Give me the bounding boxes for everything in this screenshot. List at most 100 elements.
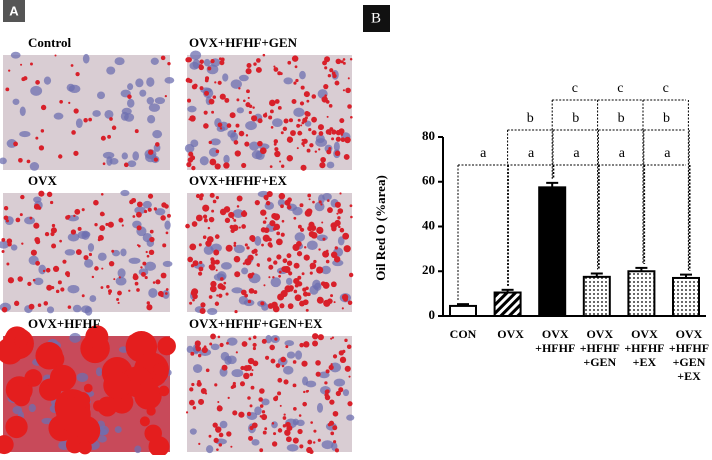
lipid xyxy=(252,342,257,348)
lipid xyxy=(3,206,9,211)
lipid xyxy=(296,251,303,257)
nucleus xyxy=(226,355,237,365)
lipid xyxy=(247,254,254,261)
lipid xyxy=(299,203,304,208)
nucleus xyxy=(127,160,137,168)
lipid xyxy=(274,337,278,341)
lipid xyxy=(21,77,26,82)
lipid xyxy=(160,215,166,221)
lipid xyxy=(320,203,323,206)
lipid xyxy=(192,260,199,267)
lipid xyxy=(344,338,348,343)
lipid xyxy=(189,399,195,406)
lipid xyxy=(146,254,150,258)
lipid xyxy=(272,227,277,231)
nucleus xyxy=(29,162,40,171)
lipid xyxy=(241,224,246,229)
lipid xyxy=(64,271,71,277)
lipid xyxy=(247,299,252,304)
nucleus xyxy=(232,209,244,218)
lipid xyxy=(281,364,285,368)
lipid xyxy=(336,212,339,215)
lipid xyxy=(238,226,241,229)
nucleus xyxy=(220,351,230,361)
lipid xyxy=(100,135,106,141)
lipid xyxy=(295,78,299,83)
x-tick-label: OVX +HFHF +EX xyxy=(624,327,664,369)
lipid xyxy=(209,285,217,293)
lipid xyxy=(299,300,305,307)
lipid xyxy=(198,271,203,276)
lipid xyxy=(193,83,198,89)
lipid xyxy=(108,260,115,267)
lipid xyxy=(331,226,337,232)
lipid xyxy=(198,398,205,405)
lipid xyxy=(197,353,202,358)
lipid xyxy=(294,294,302,302)
image-label: Control xyxy=(28,35,71,50)
lipid xyxy=(73,108,79,114)
x-tick-line: OVX xyxy=(542,327,569,341)
lipid xyxy=(297,281,303,287)
nucleus xyxy=(220,262,232,270)
nucleus xyxy=(190,139,199,148)
lipid xyxy=(232,217,235,220)
x-tick-line: +HFHF xyxy=(624,341,664,355)
lipid xyxy=(300,85,305,90)
nucleus xyxy=(38,264,47,275)
lipid xyxy=(330,281,337,288)
lipid xyxy=(277,71,282,76)
lipid xyxy=(1,249,5,254)
lipid xyxy=(236,195,243,202)
lipid xyxy=(232,381,236,386)
lipid xyxy=(217,335,221,339)
lipid xyxy=(297,130,303,136)
lipid xyxy=(144,424,162,443)
nucleus xyxy=(134,206,146,215)
lipid xyxy=(204,78,209,83)
lipid xyxy=(188,118,191,121)
lipid xyxy=(318,248,321,251)
lipid xyxy=(280,356,287,363)
lipid xyxy=(100,193,104,196)
lipid xyxy=(135,283,138,286)
lipid xyxy=(346,344,352,350)
lipid xyxy=(43,301,49,306)
lipid xyxy=(74,208,81,215)
y-axis-label: Oil Red O (%area) xyxy=(373,175,388,281)
lipid xyxy=(317,438,321,442)
lipid xyxy=(227,123,231,128)
lipid xyxy=(192,405,197,410)
image-label: OVX+HFHF+GEN+EX xyxy=(189,316,323,331)
lipid xyxy=(329,399,335,405)
lipid xyxy=(334,201,341,208)
lipid xyxy=(157,336,176,356)
lipid xyxy=(274,150,281,158)
lipid xyxy=(208,98,215,105)
lipid xyxy=(278,192,286,200)
lipid xyxy=(248,288,255,294)
lipid xyxy=(44,231,50,237)
lipid xyxy=(71,130,76,135)
lipid xyxy=(202,204,210,212)
lipid xyxy=(220,285,226,291)
panel-b-label: B xyxy=(371,10,381,26)
lipid xyxy=(331,137,335,141)
lipid xyxy=(102,162,106,166)
lipid xyxy=(136,244,140,247)
lipid xyxy=(33,222,40,229)
lipid xyxy=(111,125,117,131)
micrograph-bg xyxy=(3,55,170,170)
lipid xyxy=(202,235,207,239)
lipid xyxy=(328,147,332,151)
lipid xyxy=(323,252,327,256)
lipid xyxy=(338,128,345,135)
nucleus xyxy=(231,287,243,294)
lipid xyxy=(45,267,51,273)
lipid xyxy=(185,411,189,414)
nucleus xyxy=(187,105,197,113)
lipid xyxy=(273,139,279,144)
lipid xyxy=(321,96,328,103)
lipid xyxy=(1,238,6,242)
lipid xyxy=(334,448,339,453)
